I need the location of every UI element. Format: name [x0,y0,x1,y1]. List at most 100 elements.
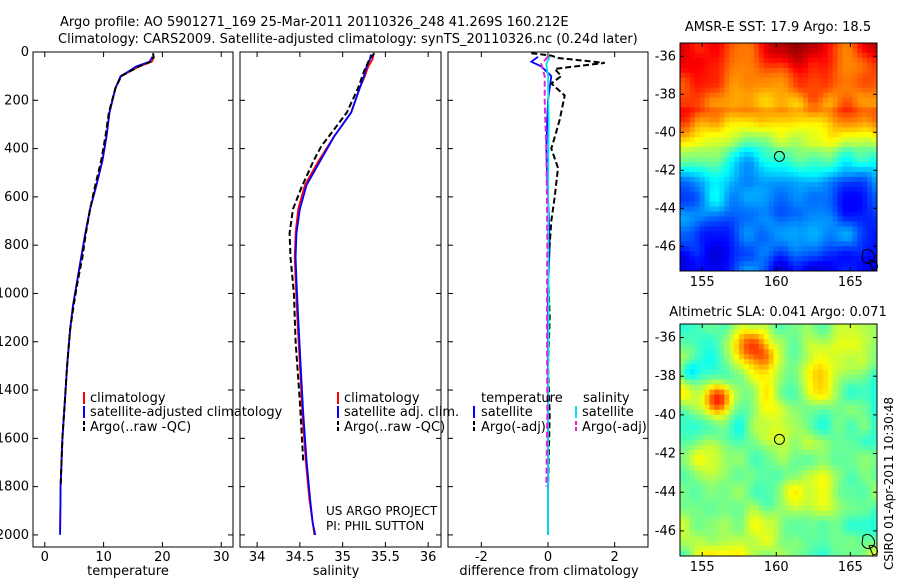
map-cell [684,87,691,94]
map-cell [773,460,780,466]
map-cell [827,344,834,350]
map-cell [808,206,814,213]
map-cell [748,520,755,527]
map-cell [739,231,745,237]
map-cell [808,465,814,471]
map-cell [827,495,834,502]
map-cell [773,236,780,242]
map-cell [719,329,725,335]
map-ytick-label: -42 [655,447,676,462]
map-cell [847,127,853,133]
map-cell [847,510,853,517]
map-cell [699,525,706,532]
map-cell [689,127,696,133]
map-cell [798,196,804,203]
map-cell [832,359,839,365]
map-cell [704,344,711,350]
map-cell [734,186,740,193]
map-cell [867,495,873,502]
map-cell [842,354,849,360]
map-cell [842,480,849,486]
map-cell [798,132,804,138]
map-cell [684,455,691,461]
map-cell [793,460,799,466]
temperature-ytick-label: 1400 [0,383,29,398]
map-cell [852,52,858,59]
map-cell [842,409,849,416]
map-cell [803,47,809,54]
map-cell [832,399,839,406]
map-cell [744,354,750,360]
map-cell [729,324,735,330]
map-cell [709,266,716,271]
map-cell [798,364,804,370]
map-cell [714,324,720,330]
map-cell [852,379,858,386]
salinity-xtick-label: 35 [334,550,351,565]
map-cell [724,47,730,54]
map-cell [699,137,706,143]
map-cell [753,47,760,54]
map-cell [857,216,863,223]
map-cell [704,329,711,335]
map-cell [852,62,858,69]
map-cell [709,450,716,456]
map-cell [753,490,760,497]
map-cell [694,409,701,416]
map-cell [714,77,720,84]
map-cell [724,505,730,512]
map-cell [817,132,824,138]
map-cell [778,72,785,79]
map-cell [798,92,804,99]
map-cell [788,440,794,446]
map-cell [729,535,735,542]
map-cell [763,495,770,502]
map-cell [773,364,780,370]
map-cell [684,52,691,59]
map-cell [680,206,686,213]
map-cell [694,221,701,227]
map-cell [852,440,858,446]
map-cell [847,137,853,143]
map-cell [793,550,799,556]
map-cell [788,525,794,532]
map-cell [768,87,775,94]
map-cell [680,211,686,218]
map-cell [832,409,839,416]
map-cell [689,251,696,257]
map-cell [744,510,750,517]
map-cell [832,82,839,89]
map-cell [852,535,858,542]
map-cell [803,399,809,406]
map-cell [827,550,834,556]
map-cell [748,72,755,79]
map-cell [729,495,735,502]
map-cell [812,495,819,502]
map-cell [798,505,804,512]
map-cell [837,117,844,123]
map-cell [803,490,809,497]
map-cell [808,545,814,552]
map-cell [729,485,735,492]
map-cell [808,490,814,497]
map-cell [832,152,839,158]
map-cell [734,545,740,552]
map-cell [822,384,829,391]
map-cell [803,394,809,401]
map-cell [862,251,868,257]
map-cell [783,414,789,421]
map-cell [744,122,750,128]
map-cell [684,57,691,64]
map-cell [763,251,770,257]
map-cell [862,72,868,79]
map-cell [734,201,740,208]
map-cell [719,374,725,381]
map-cell [734,510,740,517]
map-cell [872,47,877,54]
map-cell [714,43,720,49]
map-cell [744,47,750,54]
map-ytick-label: -44 [655,201,676,216]
map-cell [847,475,853,481]
map-cell [852,122,858,128]
map-cell [744,206,750,213]
